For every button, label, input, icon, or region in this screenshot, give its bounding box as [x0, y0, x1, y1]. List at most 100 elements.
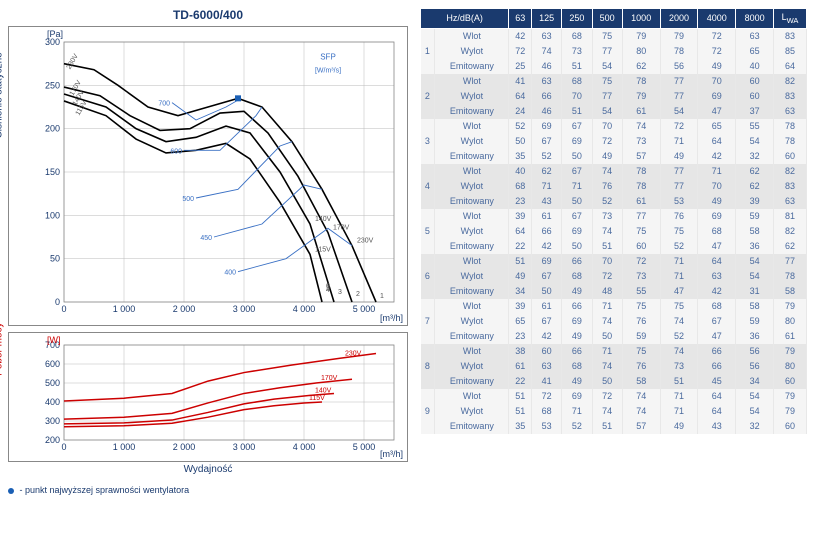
cell: 83: [773, 28, 806, 44]
cell: 68: [698, 224, 736, 239]
svg-text:400: 400: [45, 397, 60, 407]
row-label: Emitowany: [435, 104, 509, 119]
th-freq: 63: [509, 9, 532, 29]
table-row: 2Wylot646670777977696083: [421, 89, 807, 104]
table-row: Wlot396166717575685879: [421, 299, 807, 314]
cell: 68: [562, 269, 592, 284]
cell: 50: [532, 284, 562, 299]
svg-text:3: 3: [338, 289, 342, 296]
cell: 79: [622, 28, 660, 44]
th-freq: 125: [532, 9, 562, 29]
cell: 66: [698, 344, 736, 359]
cell: 77: [660, 164, 698, 179]
svg-text:0: 0: [61, 442, 66, 452]
cell: 50: [562, 239, 592, 254]
cell: 76: [622, 359, 660, 374]
cell: 49: [660, 149, 698, 164]
cell: 48: [592, 284, 622, 299]
cell: 49: [660, 419, 698, 434]
cell: 59: [736, 209, 774, 224]
cell: 51: [660, 374, 698, 389]
table-row: Wlot526967707472655578: [421, 119, 807, 134]
table-row: Wlot396167737776695981: [421, 209, 807, 224]
svg-text:1 000: 1 000: [113, 304, 136, 314]
cell: 60: [532, 344, 562, 359]
cell: 25: [509, 59, 532, 74]
cell: 67: [562, 119, 592, 134]
cell: 71: [562, 404, 592, 419]
row-label: Wlot: [435, 254, 509, 269]
x-axis-label: Wydajność: [8, 464, 408, 475]
cell: 71: [592, 299, 622, 314]
cell: 67: [532, 314, 562, 329]
cell: 77: [622, 209, 660, 224]
cell: 56: [736, 359, 774, 374]
cell: 78: [622, 164, 660, 179]
cell: 77: [660, 179, 698, 194]
cell: 66: [532, 89, 562, 104]
power-y-unit: [W]: [47, 335, 61, 345]
svg-text:200: 200: [45, 124, 60, 134]
cell: 73: [622, 269, 660, 284]
table-row: Wlot516966707271645477: [421, 254, 807, 269]
cell: 59: [622, 329, 660, 344]
cell: 64: [698, 134, 736, 149]
cell: 60: [622, 239, 660, 254]
row-label: Wlot: [435, 389, 509, 404]
cell: 52: [660, 239, 698, 254]
th-freq: 500: [592, 9, 622, 29]
cell: 75: [622, 299, 660, 314]
cell: 52: [660, 329, 698, 344]
cell: 78: [660, 44, 698, 59]
cell: 72: [592, 134, 622, 149]
cell: 69: [532, 254, 562, 269]
cell: 54: [736, 134, 774, 149]
cell: 61: [622, 194, 660, 209]
cell: 71: [660, 404, 698, 419]
svg-text:500: 500: [45, 378, 60, 388]
table-row: Emitowany234350526153493963: [421, 194, 807, 209]
cell: 70: [592, 254, 622, 269]
cell: 72: [532, 389, 562, 404]
svg-text:6: 6: [326, 283, 330, 290]
table-row: 1Wylot727473778078726585: [421, 44, 807, 59]
svg-text:3 000: 3 000: [233, 442, 256, 452]
row-label: Wylot: [435, 314, 509, 329]
acoustic-table-panel: Hz/dB(A)631252505001000200040008000LWAWl…: [420, 8, 807, 529]
cell: 62: [773, 239, 806, 254]
cell: 39: [509, 299, 532, 314]
cell: 72: [698, 28, 736, 44]
cell: 51: [509, 389, 532, 404]
cell: 78: [622, 179, 660, 194]
power-chart: [W] Pobór mocy 01 0002 0003 0004 0005 00…: [8, 332, 408, 462]
cell: 60: [773, 419, 806, 434]
cell: 23: [509, 194, 532, 209]
pressure-y-label: Ciśnienie statyczne: [0, 52, 5, 138]
svg-text:300: 300: [45, 416, 60, 426]
cell: 42: [698, 284, 736, 299]
cell: 70: [592, 119, 622, 134]
pressure-y-unit: [Pa]: [47, 29, 63, 39]
cell: 69: [698, 209, 736, 224]
cell: 77: [660, 74, 698, 89]
cell: 22: [509, 374, 532, 389]
row-label: Emitowany: [435, 374, 509, 389]
cell: 74: [532, 44, 562, 59]
cell: 69: [562, 389, 592, 404]
cell: 35: [509, 419, 532, 434]
cell: 64: [773, 59, 806, 74]
cell: 74: [592, 404, 622, 419]
cell: 49: [592, 149, 622, 164]
cell: 69: [562, 224, 592, 239]
cell: 65: [509, 314, 532, 329]
table-row: 7Wylot656769747674675980: [421, 314, 807, 329]
row-label: Wylot: [435, 89, 509, 104]
cell: 61: [773, 329, 806, 344]
cell: 73: [660, 359, 698, 374]
cell: 42: [509, 28, 532, 44]
cell: 71: [660, 134, 698, 149]
svg-text:400: 400: [224, 270, 236, 277]
table-row: 5Wylot646669747575685882: [421, 224, 807, 239]
cell: 83: [773, 89, 806, 104]
row-label: Emitowany: [435, 194, 509, 209]
